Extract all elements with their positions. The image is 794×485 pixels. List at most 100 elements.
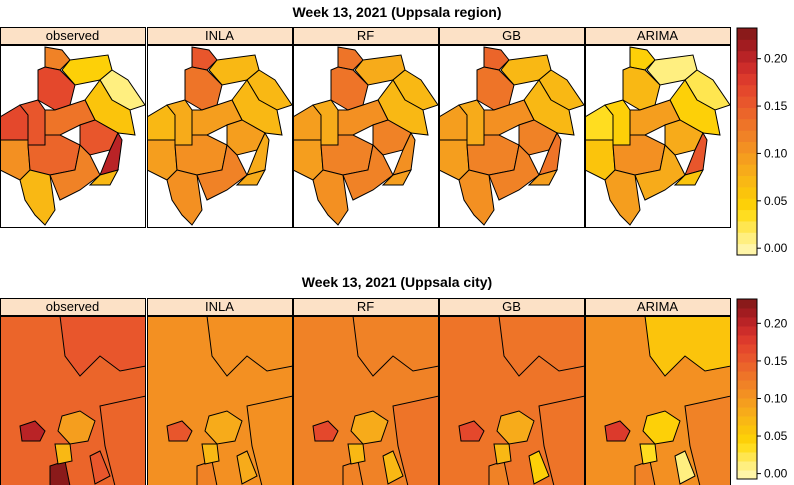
map-region (246, 131, 270, 176)
strip (0, 27, 146, 45)
map-region (538, 395, 585, 485)
map-region (639, 443, 658, 465)
panel-frame (439, 316, 585, 485)
panel-rf: RF (293, 298, 439, 485)
color-key-swatch (737, 308, 757, 318)
color-key-swatch (737, 344, 757, 354)
panel-rf: RF (293, 27, 439, 228)
color-key-swatch (737, 220, 757, 233)
map-region (236, 450, 258, 485)
color-key-swatch (737, 39, 757, 52)
map-region (604, 169, 641, 226)
map-region (498, 316, 585, 377)
panel-arima: ARIMA (585, 27, 731, 228)
map-region (201, 443, 220, 465)
panel-label: RF (357, 28, 374, 43)
color-key-swatch (737, 299, 757, 309)
map-region (99, 131, 123, 176)
panel-frame (147, 316, 293, 485)
strip (0, 298, 146, 316)
panel-label: INLA (205, 299, 234, 314)
color-key-swatch (737, 243, 757, 256)
color-key-swatch (737, 175, 757, 188)
panel-label: ARIMA (637, 299, 679, 314)
map-region (184, 66, 223, 111)
map-region (312, 420, 339, 442)
map-region (166, 169, 203, 226)
panel-label: GB (502, 299, 521, 314)
color-key-swatch (737, 425, 757, 435)
color-key-swatch (737, 335, 757, 345)
color-key-label: 0.05 (764, 429, 788, 443)
color-key-swatch (737, 164, 757, 177)
map-region (496, 410, 535, 445)
map-region (49, 143, 101, 201)
color-key-swatch (737, 152, 757, 165)
region-chart-title: Week 13, 2021 (Uppsala region) (292, 4, 502, 20)
color-key-frame (736, 27, 758, 256)
map-region (538, 131, 562, 176)
map-region (350, 410, 389, 445)
map-region (246, 395, 293, 485)
map-region (19, 169, 56, 226)
map-region (206, 316, 293, 377)
color-key-swatch (737, 50, 757, 63)
panel-frame (585, 316, 731, 485)
strip (147, 27, 293, 45)
color-key-swatch (737, 232, 757, 245)
panel-frame (293, 45, 439, 228)
map-region (528, 450, 550, 485)
map-region (642, 410, 681, 445)
map-region (54, 443, 73, 465)
panel-frame (439, 45, 585, 228)
map-region (458, 169, 495, 226)
panel-inla: INLA (147, 27, 293, 228)
panel-label: RF (357, 299, 374, 314)
color-key-swatch (737, 371, 757, 381)
panel-frame (147, 45, 293, 228)
color-key-swatch (737, 107, 757, 120)
map-region (57, 410, 96, 445)
map-region (312, 169, 349, 226)
map-region (493, 443, 512, 465)
map-region (88, 169, 119, 186)
map-region (204, 410, 243, 445)
map-region (527, 169, 558, 186)
color-key-swatch (737, 209, 757, 222)
color-key-swatch (737, 452, 757, 462)
map-region (44, 46, 71, 71)
panel-inla: INLA (147, 298, 293, 485)
map-region (99, 395, 146, 485)
map-region (684, 395, 731, 485)
map-region (196, 143, 248, 201)
panel-frame (0, 45, 146, 228)
color-key-label: 0.20 (764, 316, 788, 330)
map-region (381, 169, 412, 186)
map-region (37, 66, 76, 111)
color-key-swatch (737, 461, 757, 471)
color-key-swatch (737, 407, 757, 417)
panel-gb: GB (439, 27, 585, 228)
color-key-swatch (737, 470, 757, 480)
color-key-label: 0.05 (764, 194, 788, 208)
map-region (382, 450, 404, 485)
color-key-swatch (737, 362, 757, 372)
color-key-swatch (737, 353, 757, 363)
color-key-swatch (737, 62, 757, 74)
map-region (166, 420, 193, 442)
panel-label: observed (46, 299, 99, 314)
map-region (191, 46, 218, 71)
city-chart-title: Week 13, 2021 (Uppsala city) (301, 274, 493, 290)
strip (439, 298, 585, 316)
map-region (352, 316, 439, 377)
map-region (644, 316, 731, 377)
color-key-label: 0.15 (764, 99, 788, 113)
color-key-label: 0.20 (764, 52, 788, 66)
map-region (634, 143, 686, 201)
map-region (674, 450, 696, 485)
panel-label: GB (502, 28, 521, 43)
map-region (476, 66, 515, 111)
color-key-label: 0.10 (764, 391, 788, 405)
strip (293, 298, 439, 316)
